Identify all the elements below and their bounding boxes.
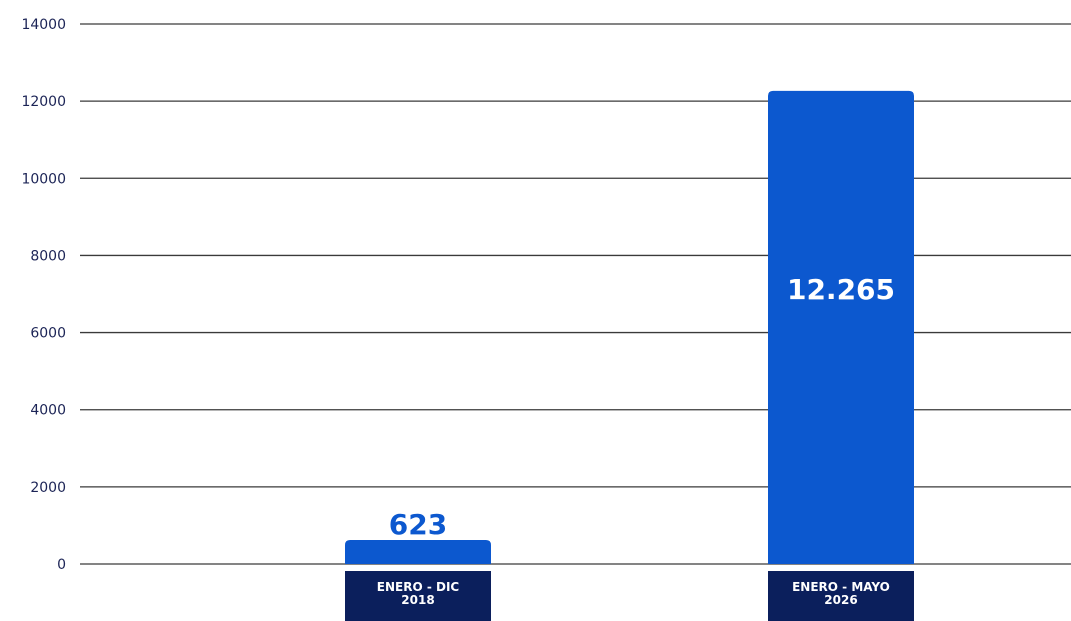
y-tick-label: 6000 bbox=[30, 326, 66, 342]
x-tick-label: ENERO - MAYO bbox=[792, 580, 890, 594]
x-tick-label: 2018 bbox=[401, 593, 434, 607]
x-tick-label: ENERO - DIC bbox=[377, 580, 460, 594]
x-tick-label: 2026 bbox=[824, 593, 857, 607]
y-tick-label: 8000 bbox=[30, 248, 66, 264]
data-label: 12.265 bbox=[787, 273, 895, 306]
y-tick-label: 12000 bbox=[21, 94, 66, 110]
data-label: 623 bbox=[389, 508, 447, 541]
y-tick-label: 14000 bbox=[21, 17, 66, 33]
y-tick-label: 0 bbox=[57, 557, 66, 573]
y-tick-label: 10000 bbox=[21, 171, 66, 187]
y-tick-label: 2000 bbox=[30, 480, 66, 496]
bar-1 bbox=[768, 90, 914, 565]
category-label-box bbox=[768, 571, 914, 621]
bar-0 bbox=[345, 539, 491, 564]
category-label-box bbox=[345, 571, 491, 621]
y-tick-label: 4000 bbox=[30, 403, 66, 419]
